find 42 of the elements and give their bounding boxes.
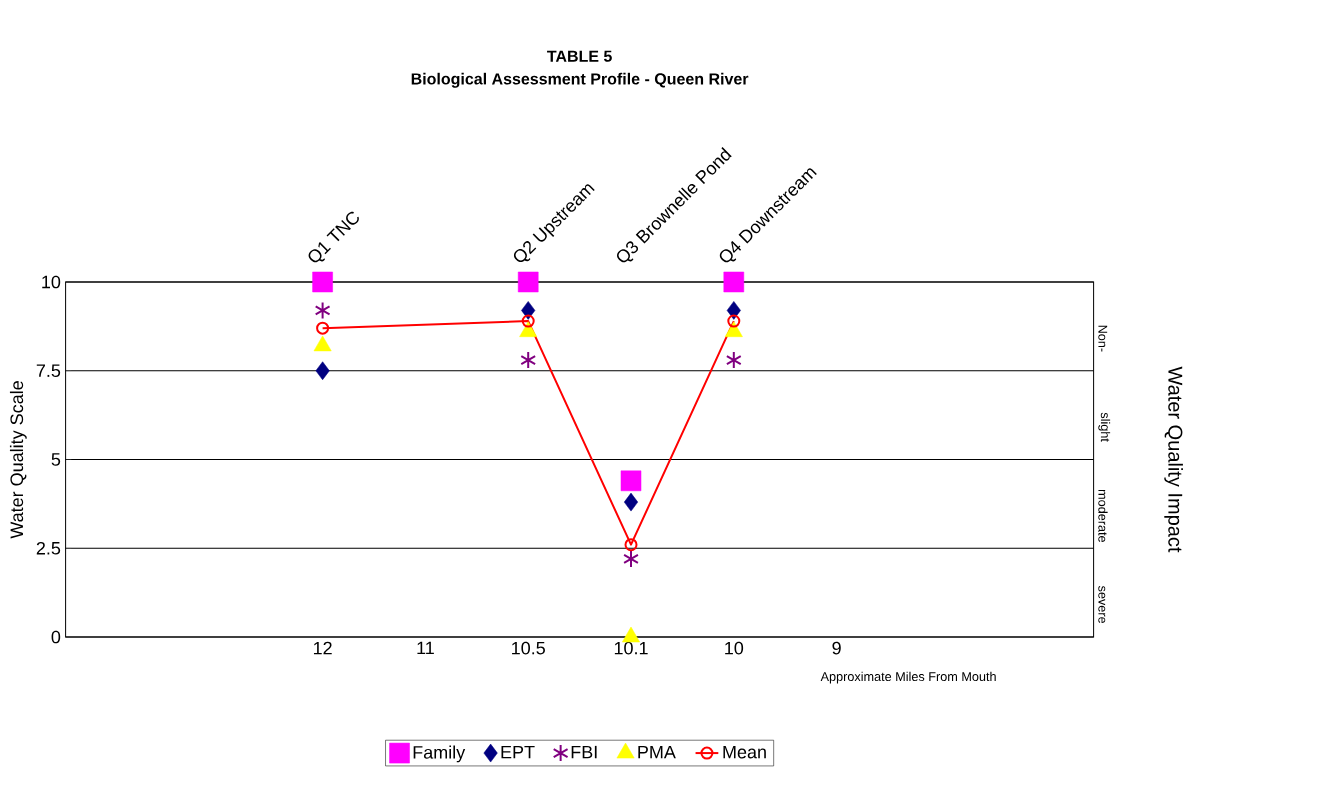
point — [314, 301, 331, 320]
text: severe — [1098, 585, 1106, 624]
point — [726, 301, 741, 320]
point — [723, 271, 745, 293]
x-tick-label: 12 — [313, 641, 332, 655]
point — [620, 470, 642, 492]
point — [315, 361, 330, 381]
point — [316, 321, 330, 335]
text: slight — [1098, 412, 1111, 442]
y-tick-label: 5 — [51, 453, 61, 466]
legend-label: Family — [413, 745, 466, 763]
text: Water Quality Impact — [1164, 366, 1183, 553]
y-tick-label: 2.5 — [36, 541, 61, 555]
chart-title: TABLE 5 — [547, 50, 612, 62]
x-tick-label: 10.1 — [614, 641, 648, 655]
point — [727, 314, 741, 328]
point — [725, 351, 742, 370]
point — [521, 301, 536, 320]
text: moderate — [1098, 489, 1108, 543]
y-axis-title: Water Quality Scale — [9, 381, 27, 539]
y-tick-label: 0 — [51, 630, 61, 644]
point — [624, 538, 638, 552]
point — [517, 271, 539, 293]
point — [520, 351, 537, 370]
legend-label: FBI — [571, 745, 597, 759]
x-tick-label: 11 — [417, 641, 434, 655]
x-tick-label: 10.5 — [512, 641, 545, 655]
legend-label: Mean — [723, 745, 766, 759]
legend-label: PMA — [638, 745, 676, 759]
legend-label: EPT — [501, 745, 535, 759]
point — [521, 314, 535, 328]
x-axis-title: Approximate Miles From Mouth — [820, 671, 996, 684]
text: Non- — [1098, 325, 1108, 352]
point — [623, 549, 639, 568]
text: Q1 TNC — [308, 211, 359, 263]
point — [623, 492, 639, 512]
y-tick-label: 10 — [42, 275, 61, 289]
y-tick-label: 7.5 — [36, 364, 61, 378]
x-tick-label: 9 — [832, 641, 841, 655]
chart-subtitle: Biological Assessment Profile - Queen River — [411, 72, 749, 88]
x-tick-label: 10 — [725, 641, 744, 655]
point — [312, 271, 333, 293]
